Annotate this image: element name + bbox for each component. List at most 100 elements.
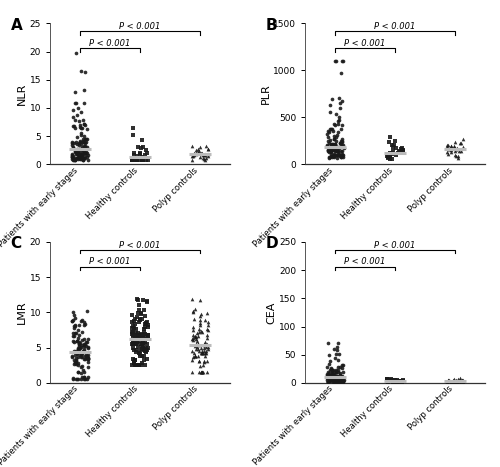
Point [80, 142, 88, 149]
Point [80, 336, 88, 343]
Y-axis label: CEA: CEA [266, 301, 276, 324]
Point [334, 379, 342, 386]
Point [324, 137, 332, 145]
Point [200, 317, 208, 324]
Point [443, 143, 451, 150]
Point [332, 137, 340, 144]
Point [384, 375, 392, 383]
Point [74, 346, 82, 353]
Point [326, 128, 334, 136]
Point [76, 156, 84, 163]
Point [332, 374, 340, 381]
Point [324, 143, 332, 150]
Point [451, 379, 459, 386]
Point [332, 144, 340, 151]
Point [392, 377, 400, 385]
Point [383, 375, 391, 383]
Point [82, 135, 90, 143]
Point [78, 155, 86, 163]
Point [333, 146, 341, 154]
Point [70, 329, 78, 336]
Point [199, 361, 207, 368]
Point [144, 321, 152, 329]
Point [78, 137, 86, 144]
Point [324, 368, 332, 375]
Point [335, 116, 343, 123]
Point [444, 145, 452, 153]
Point [330, 135, 338, 142]
Point [443, 143, 451, 151]
Point [338, 373, 346, 380]
Point [338, 137, 345, 145]
Point [332, 368, 340, 376]
Point [144, 335, 152, 342]
Point [324, 374, 332, 381]
Point [447, 142, 455, 150]
Point [328, 152, 336, 159]
Point [134, 309, 142, 317]
Point [398, 378, 406, 386]
Point [328, 141, 336, 149]
Point [128, 334, 136, 342]
Point [328, 366, 336, 373]
Point [82, 135, 90, 143]
Point [328, 127, 336, 134]
Point [72, 150, 80, 157]
Point [338, 361, 345, 369]
Point [78, 336, 86, 343]
Point [142, 156, 150, 163]
Point [336, 140, 344, 147]
Point [452, 148, 460, 155]
Point [333, 132, 341, 139]
Point [82, 154, 90, 161]
Point [330, 147, 338, 154]
Point [334, 150, 342, 157]
Point [198, 368, 205, 376]
Point [136, 335, 143, 343]
Point [138, 136, 146, 144]
Point [336, 139, 344, 147]
Point [135, 361, 143, 369]
Point [388, 156, 396, 163]
Point [134, 329, 142, 336]
Point [138, 334, 146, 342]
Point [68, 318, 76, 325]
Point [72, 358, 80, 365]
Point [74, 155, 82, 163]
Point [188, 142, 196, 149]
Point [326, 101, 334, 109]
Point [138, 334, 146, 341]
Point [202, 349, 209, 356]
Point [390, 379, 398, 386]
Point [80, 355, 88, 363]
Point [74, 361, 82, 369]
Point [324, 371, 332, 379]
Point [329, 153, 337, 160]
Point [327, 365, 335, 372]
Point [459, 143, 467, 151]
Point [137, 361, 145, 369]
Point [332, 154, 340, 162]
Point [326, 376, 334, 383]
Point [324, 374, 332, 382]
Point [144, 331, 152, 338]
Point [339, 57, 347, 65]
Point [130, 317, 138, 325]
Point [138, 153, 146, 161]
Point [134, 334, 141, 342]
Point [324, 154, 332, 162]
Point [399, 377, 407, 384]
Point [134, 350, 142, 357]
Point [131, 356, 139, 364]
Point [143, 297, 151, 304]
Point [133, 296, 141, 303]
Point [334, 376, 342, 384]
Point [137, 340, 145, 347]
Point [332, 375, 340, 383]
Point [128, 328, 136, 336]
Point [71, 351, 79, 359]
Point [330, 146, 338, 154]
Point [204, 318, 212, 326]
Point [78, 348, 86, 356]
Point [194, 333, 202, 340]
